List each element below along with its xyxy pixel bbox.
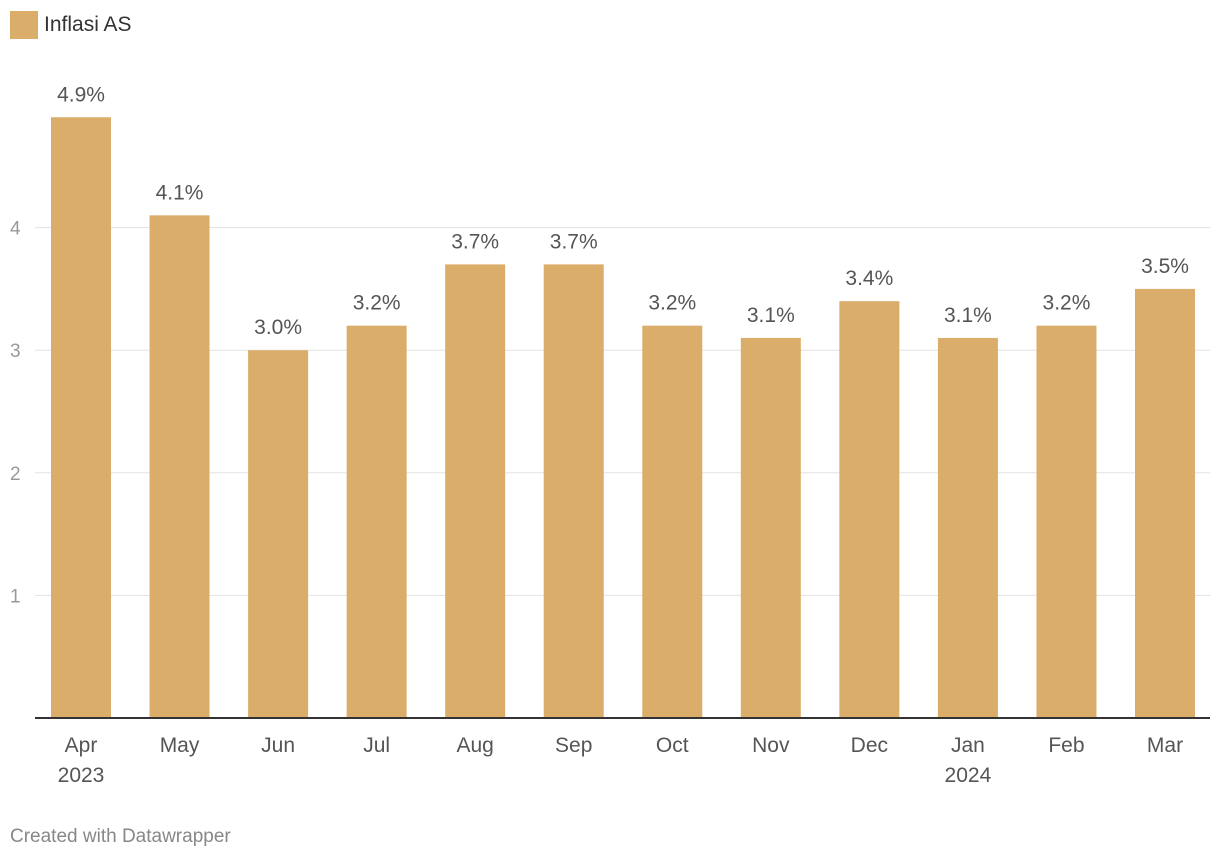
- bar: [937, 337, 998, 718]
- bar: [1135, 288, 1195, 718]
- data-label: 3.1%: [747, 304, 795, 327]
- bar: [51, 117, 111, 718]
- chart-legend: Inflasi AS: [10, 11, 132, 39]
- y-tick-label: 2: [10, 464, 21, 485]
- footer-credit: Created with Datawrapper: [10, 826, 231, 847]
- x-tick-label: Aug: [456, 734, 493, 757]
- bar: [543, 264, 604, 718]
- data-label: 3.4%: [845, 267, 893, 290]
- bar: [248, 350, 309, 718]
- x-tick-label: Mar: [1147, 734, 1183, 757]
- x-tick-label: Feb: [1048, 734, 1084, 757]
- x-tick-label: Apr: [65, 734, 98, 757]
- y-tick-label: 1: [10, 586, 21, 607]
- bar: [839, 301, 900, 718]
- x-tick-label: May: [160, 734, 200, 757]
- data-label: 3.2%: [1043, 292, 1091, 315]
- data-label: 3.0%: [254, 316, 302, 339]
- y-tick-label: 4: [10, 219, 21, 240]
- data-label: 3.7%: [550, 230, 598, 253]
- x-tick-sublabel: 2024: [945, 764, 992, 787]
- legend-label: Inflasi AS: [44, 13, 132, 36]
- bar: [642, 325, 703, 718]
- data-label: 3.1%: [944, 304, 992, 327]
- x-tick-label: Jun: [261, 734, 295, 757]
- data-label: 4.1%: [156, 181, 204, 204]
- bar: [346, 325, 407, 718]
- legend-swatch: [10, 11, 38, 39]
- bar-chart: 1 2 3 4 4.9% Apr 2023 4.1% May 3.0% Jun 3.2% Jul 3.7%…: [10, 83, 1210, 787]
- data-label: 4.9%: [57, 83, 105, 106]
- x-tick-sublabel: 2023: [58, 764, 105, 787]
- data-label: 3.2%: [353, 292, 401, 315]
- y-tick-label: 3: [10, 341, 21, 362]
- bar: [445, 264, 506, 718]
- x-tick-label: Oct: [656, 734, 689, 757]
- x-tick-label: Sep: [555, 734, 592, 757]
- bar: [149, 215, 210, 718]
- x-tick-label: Nov: [752, 734, 790, 757]
- x-tick-label: Jul: [363, 734, 390, 757]
- x-tick-label: Jan: [951, 734, 985, 757]
- data-label: 3.7%: [451, 230, 499, 253]
- bar: [1036, 325, 1097, 718]
- bar: [740, 337, 801, 718]
- data-label: 3.2%: [648, 292, 696, 315]
- x-tick-label: Dec: [851, 734, 888, 757]
- data-label: 3.5%: [1141, 255, 1189, 278]
